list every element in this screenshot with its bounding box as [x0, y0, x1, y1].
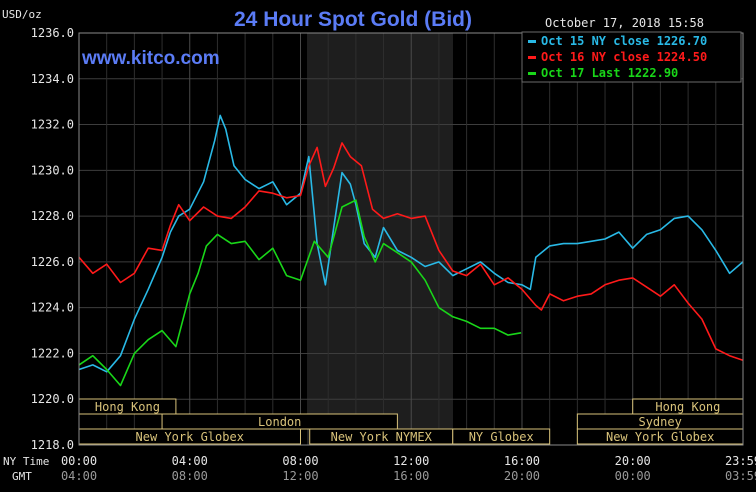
grid-lines	[79, 32, 743, 446]
series-line-2	[78, 142, 744, 362]
session-label: Sydney	[638, 415, 681, 429]
y-tick-label: 1226.0	[31, 255, 74, 269]
series-lines	[78, 114, 744, 387]
x-tick-label-gmt: 08:00	[172, 469, 208, 483]
session-bar	[452, 428, 551, 445]
x-tick-label-gmt: 03:59	[725, 469, 756, 483]
legend-entry: Oct 15 NY close 1226.70	[541, 34, 707, 48]
y-tick-label: 1234.0	[31, 72, 74, 86]
session-label: NY Globex	[469, 430, 534, 444]
x-tick-label-gmt: 00:00	[615, 469, 651, 483]
chart-title: 24 Hour Spot Gold (Bid)	[234, 8, 472, 31]
website-label: www.kitco.com	[81, 48, 220, 69]
timestamp: October 17, 2018 15:58	[545, 16, 704, 30]
legend-swatch	[528, 56, 536, 59]
x-tick-label-ny: 00:00	[61, 454, 97, 468]
y-tick-label: 1218.0	[31, 438, 74, 452]
session-label: New York Globex	[136, 430, 244, 444]
x-tick-label-gmt: 16:00	[393, 469, 429, 483]
x-tick-label-ny: 04:00	[172, 454, 208, 468]
y-tick-label: 1232.0	[31, 118, 74, 132]
legend-box	[521, 31, 742, 83]
y-tick-label: 1224.0	[31, 301, 74, 315]
x-tick-label-ny: 16:00	[504, 454, 540, 468]
y-tick-label: 1222.0	[31, 346, 74, 360]
x-row-label-ny: NY Time	[3, 455, 49, 468]
x-tick-labels: 00:0004:0008:0012:0016:0020:0023:5904:00…	[61, 454, 756, 483]
x-row-label-gmt: GMT	[12, 470, 32, 483]
x-tick-label-gmt: 20:00	[504, 469, 540, 483]
legend-swatch	[528, 72, 536, 75]
session-label: Hong Kong	[655, 400, 720, 414]
x-tick-label-ny: 23:59	[725, 454, 756, 468]
x-tick-label-ny: 20:00	[615, 454, 651, 468]
y-axis-label: USD/oz	[2, 8, 42, 21]
session-label: London	[258, 415, 301, 429]
session-label: New York NYMEX	[331, 430, 433, 444]
y-tick-label: 1228.0	[31, 209, 74, 223]
x-tick-label-ny: 08:00	[282, 454, 318, 468]
x-tick-label-gmt: 12:00	[282, 469, 318, 483]
legend-entry: Oct 17 Last 1222.90	[541, 66, 678, 80]
plot-frame	[78, 32, 744, 446]
y-tick-label: 1236.0	[31, 26, 74, 40]
x-tick-label-gmt: 04:00	[61, 469, 97, 483]
y-tick-label: 1230.0	[31, 163, 74, 177]
y-tick-labels: 1236.0 1234.0 1232.0 1230.0 1228.0 1226.0 1224…	[31, 26, 74, 452]
session-label: New York Globex	[606, 430, 714, 444]
legend-swatch	[528, 40, 536, 43]
y-tick-label: 1220.0	[31, 392, 74, 406]
series-line-3	[78, 199, 522, 387]
legend: Oct 15 NY close 1226.70 Oct 16 NY close 1…	[521, 31, 742, 83]
session-label: Hong Kong	[95, 400, 160, 414]
legend-items: Oct 15 NY close 1226.70 Oct 16 NY close 1…	[528, 34, 707, 80]
series-line-1	[78, 114, 744, 373]
legend-entry: Oct 16 NY close 1224.50	[541, 50, 707, 64]
session-bars: Hong Kong London New York Globex New York N…	[78, 398, 744, 445]
x-tick-label-ny: 12:00	[393, 454, 429, 468]
